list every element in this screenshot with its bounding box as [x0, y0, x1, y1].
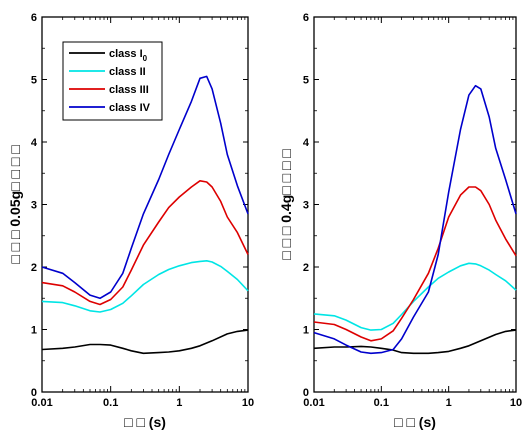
series-line	[41, 259, 249, 313]
series-line	[313, 84, 517, 355]
x-tick-label: 0.01	[31, 397, 52, 409]
y-tick-label: 4	[31, 137, 38, 149]
y-tick-label: 6	[303, 12, 309, 24]
series-line	[41, 75, 249, 300]
legend-label: class III	[109, 84, 149, 96]
legend-label: class I0	[109, 48, 148, 63]
y-tick-label: 1	[303, 325, 309, 337]
y-tick-label: 2	[31, 262, 37, 274]
y-tick-label: 3	[31, 200, 37, 212]
x-tick-label: 1	[176, 397, 182, 409]
y-tick-label: 0	[303, 387, 309, 399]
y-tick-label: 6	[31, 12, 37, 24]
y-tick-label: 0	[31, 387, 37, 399]
x-tick-label: 1	[446, 397, 452, 409]
x-tick-label: 0.1	[103, 397, 118, 409]
chart-panel-1: 0 1 2 3 4 5 6 0.01 0.1 1 10 □ □ (s) □ □ □ 0.05g□ □ □…	[7, 12, 254, 430]
series-line	[313, 329, 517, 355]
series-line	[41, 180, 249, 306]
y-tick-label: 5	[31, 75, 37, 87]
series-line	[313, 186, 517, 342]
series-line	[313, 262, 517, 331]
x-tick-label: 0.01	[303, 397, 324, 409]
chart-panel-2: 0 1 2 3 4 5 6 0.01 0.1 1 10 □ □ (s) □ □ □ 0.4g□ □ □ …	[278, 12, 522, 430]
x-axis-label: □ □ (s)	[394, 414, 436, 430]
series-line	[41, 329, 249, 355]
y-tick-label: 5	[303, 75, 309, 87]
x-tick-label: 10	[242, 397, 254, 409]
x-axis-label: □ □ (s)	[124, 414, 166, 430]
y-axis-label: □ □ □ 0.05g□ □ □ □	[7, 145, 23, 264]
y-tick-label: 2	[303, 262, 309, 274]
y-tick-label: 4	[303, 137, 310, 149]
x-tick-label: 0.1	[374, 397, 389, 409]
y-axis-label: □ □ □ 0.4g□ □ □ □	[278, 149, 294, 260]
y-tick-label: 1	[31, 325, 37, 337]
legend-label: class IV	[109, 102, 151, 114]
plot-frame	[313, 16, 517, 393]
y-tick-label: 3	[303, 200, 309, 212]
legend: class I0 class II class III class IV	[62, 41, 163, 121]
legend-label: class II	[109, 66, 146, 78]
x-tick-label: 10	[510, 397, 522, 409]
